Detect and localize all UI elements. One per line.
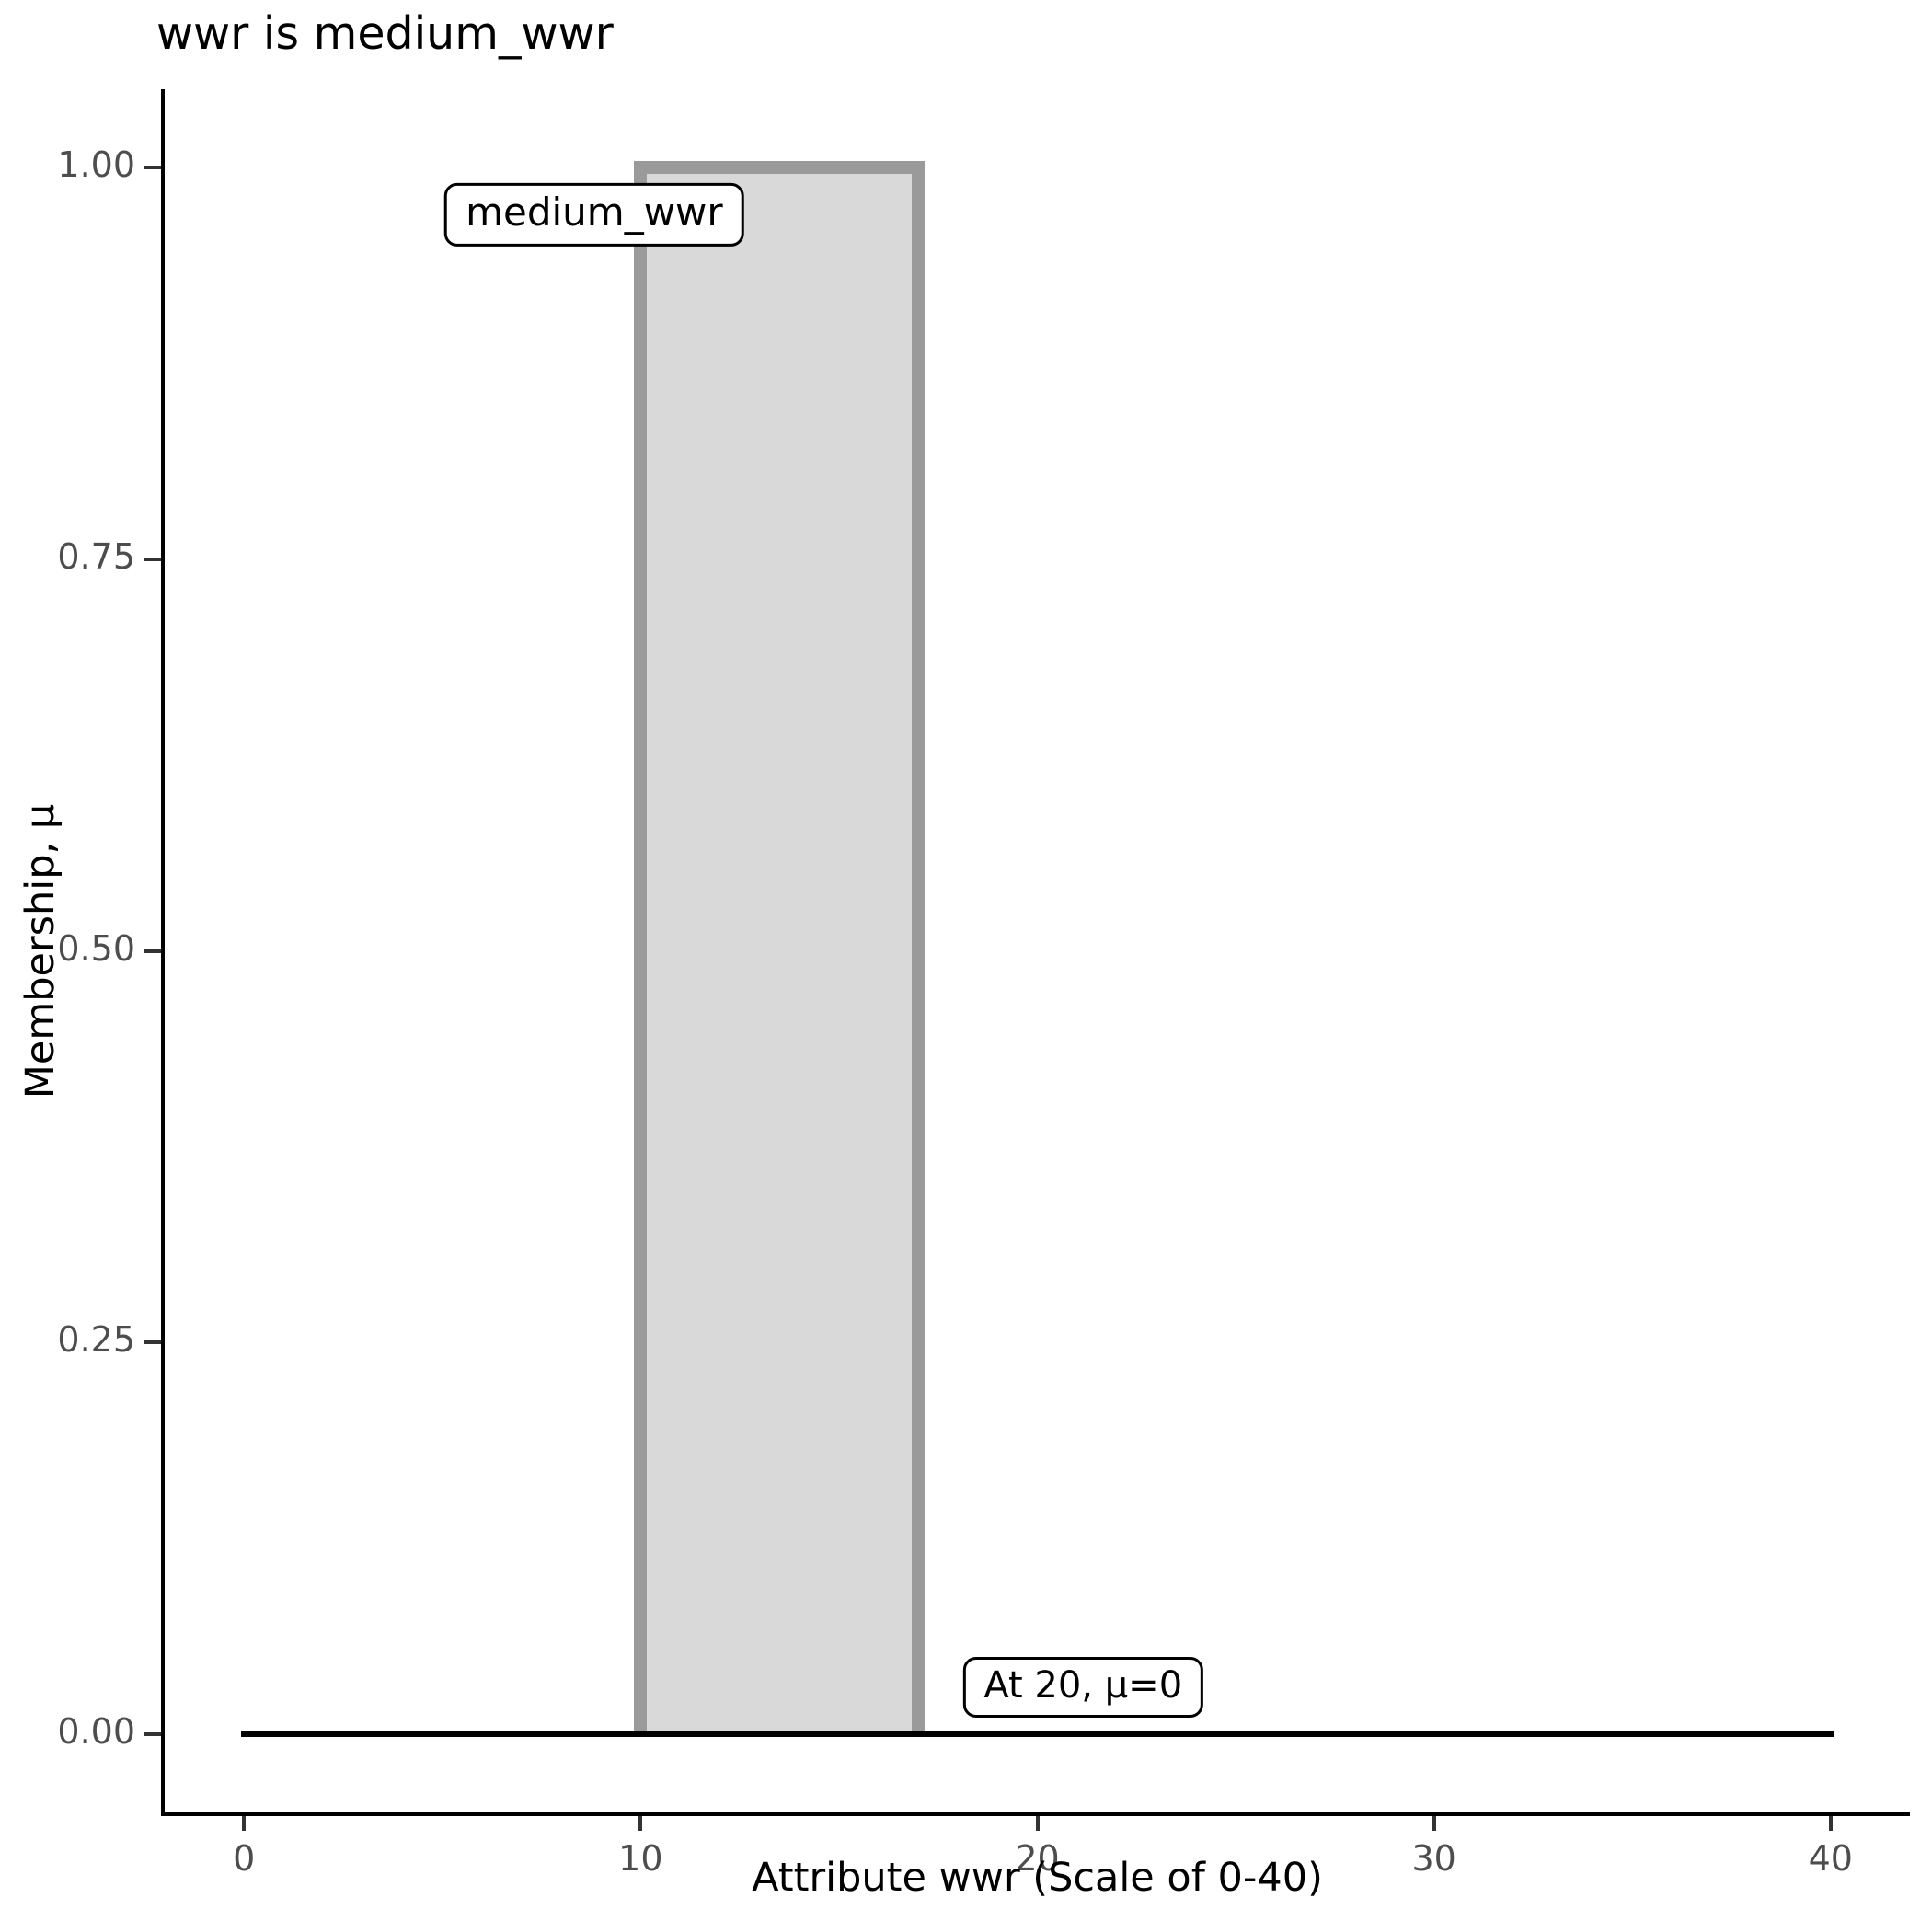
set-name-label: medium_wwr [444,183,744,247]
x-tick-mark [242,1816,247,1831]
y-tick-mark [144,557,161,561]
x-tick-mark [1035,1816,1040,1831]
x-axis-line [161,1812,1910,1816]
y-tick-mark [144,1340,161,1345]
x-tick-mark [1828,1816,1833,1831]
y-axis-title: Membership, μ [17,803,63,1098]
x-tick-label: 20 [1015,1838,1060,1879]
y-tick-mark [144,1731,161,1736]
membership-rectangle [634,161,926,1737]
y-tick-label: 0.50 [57,927,135,969]
zero-membership-line [241,1731,1834,1737]
x-tick-label: 0 [233,1838,256,1879]
x-tick-label: 40 [1808,1838,1853,1879]
y-axis-line [161,89,165,1816]
x-tick-mark [638,1816,643,1831]
y-tick-label: 0.75 [57,535,135,577]
x-tick-label: 30 [1411,1838,1456,1879]
x-tick-mark [1432,1816,1436,1831]
x-tick-label: 10 [618,1838,663,1879]
chart-title: wwr is medium_wwr [156,7,614,60]
y-tick-label: 0.00 [57,1710,135,1752]
y-tick-mark [144,166,161,170]
point-membership-label: At 20, μ=0 [962,1656,1204,1718]
y-tick-label: 1.00 [57,144,135,186]
y-tick-mark [144,949,161,953]
x-axis-title: Attribute wwr (Scale of 0-40) [752,1855,1323,1901]
y-tick-label: 0.25 [57,1319,135,1361]
